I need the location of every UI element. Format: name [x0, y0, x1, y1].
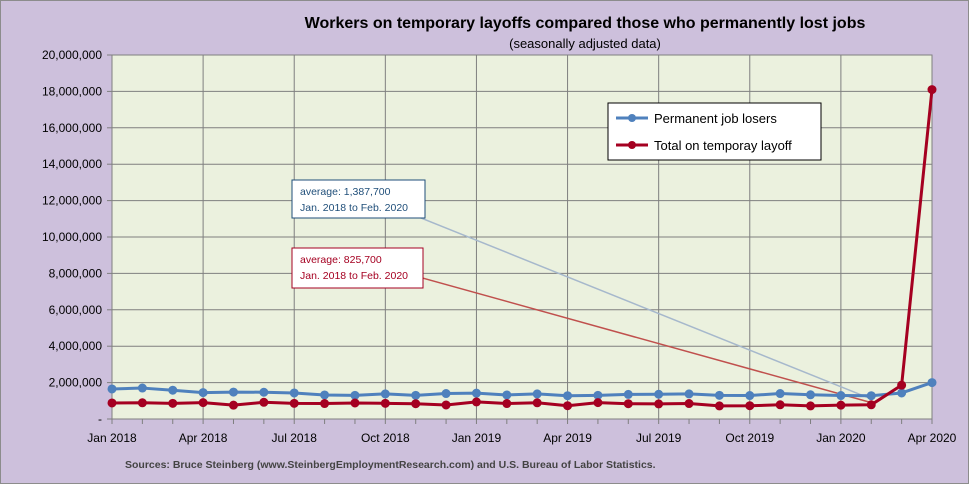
data-point [897, 388, 907, 398]
annotation-arrow [371, 197, 872, 400]
annotation-box [291, 179, 426, 219]
source-note: Sources: Bruce Steinberg (www.SteinbergE… [125, 459, 656, 471]
y-tick-label: 2,000,000 [49, 376, 103, 390]
data-point [441, 389, 451, 399]
x-tick-label: Oct 2019 [725, 431, 774, 445]
chart-subtitle: (seasonally adjusted data) [509, 36, 661, 51]
x-tick-label: Jan 2018 [87, 431, 137, 445]
data-point [198, 398, 208, 408]
data-point [137, 398, 147, 408]
legend-label: Permanent job losers [654, 111, 777, 126]
y-tick-label: - [98, 412, 102, 426]
data-point [593, 398, 603, 408]
data-point [623, 389, 633, 399]
data-point [897, 380, 907, 390]
data-point [198, 388, 208, 398]
annotation-period: Jan. 2018 to Feb. 2020 [300, 270, 408, 282]
data-point [228, 400, 238, 410]
data-point [532, 398, 542, 408]
data-point [289, 398, 299, 408]
x-tick-label: Jul 2019 [636, 431, 682, 445]
legend-label: Total on temporay layoff [654, 138, 792, 153]
data-point [806, 401, 816, 411]
annotation-period: Jan. 2018 to Feb. 2020 [300, 202, 408, 214]
x-tick-label: Apr 2020 [908, 431, 957, 445]
y-tick-label: 20,000,000 [42, 48, 102, 62]
annotation-box [291, 247, 424, 289]
series-line-temporary [111, 89, 934, 408]
y-tick-label: 8,000,000 [49, 266, 103, 280]
y-tick-label: 18,000,000 [42, 84, 102, 98]
data-point [502, 390, 512, 400]
data-point [866, 391, 876, 401]
data-point [836, 400, 846, 410]
y-tick-label: 16,000,000 [42, 121, 102, 135]
y-tick-label: 14,000,000 [42, 157, 102, 171]
data-point [654, 399, 664, 409]
data-point [775, 389, 785, 399]
x-tick-label: Jan 2019 [452, 431, 502, 445]
legend-swatch-marker [628, 114, 636, 122]
data-point [259, 397, 269, 407]
data-point [684, 389, 694, 399]
annotation-average: average: 825,700 [300, 254, 382, 266]
data-point [745, 391, 755, 401]
data-point [714, 390, 724, 400]
data-point [927, 85, 937, 95]
x-tick-label: Apr 2019 [543, 431, 592, 445]
y-tick-label: 6,000,000 [49, 303, 103, 317]
data-point [137, 383, 147, 393]
y-tick-label: 4,000,000 [49, 339, 103, 353]
annotation-average: average: 1,387,700 [300, 186, 391, 198]
x-tick-label: Oct 2018 [361, 431, 410, 445]
data-point [927, 378, 937, 388]
data-point [866, 400, 876, 410]
data-point [654, 389, 664, 399]
x-tick-label: Jan 2020 [816, 431, 866, 445]
data-point [684, 399, 694, 409]
data-point [532, 389, 542, 399]
data-point [350, 398, 360, 408]
data-point [411, 399, 421, 409]
series-line-permanent [111, 381, 933, 398]
data-point [259, 387, 269, 397]
data-point [107, 384, 117, 394]
data-point [563, 391, 573, 401]
data-point [168, 398, 178, 408]
chart-title: Workers on temporary layoffs compared th… [305, 15, 866, 32]
data-point [168, 385, 178, 395]
data-point [380, 398, 390, 408]
data-point [471, 397, 481, 407]
y-tick-label: 10,000,000 [42, 230, 102, 244]
x-tick-label: Jul 2018 [272, 431, 318, 445]
data-point [806, 390, 816, 400]
data-point [107, 398, 117, 408]
data-point [350, 390, 360, 400]
data-point [320, 390, 330, 400]
data-point [502, 399, 512, 409]
data-point [745, 401, 755, 411]
data-point [471, 388, 481, 398]
legend-swatch-marker [628, 141, 636, 149]
data-point [289, 388, 299, 398]
data-point [411, 390, 421, 400]
annotation-arrow [371, 261, 872, 404]
data-point [320, 399, 330, 409]
x-tick-label: Apr 2018 [179, 431, 228, 445]
data-point [228, 387, 238, 397]
data-point [441, 400, 451, 410]
plot-area: - 2,000,000 4,000,000 6,000,000 8,000,000 10,… [42, 48, 957, 445]
data-point [563, 401, 573, 411]
legend-box [607, 102, 822, 161]
data-point [836, 391, 846, 401]
data-point [714, 401, 724, 411]
data-point [623, 399, 633, 409]
y-tick-label: 12,000,000 [42, 194, 102, 208]
data-point [775, 400, 785, 410]
data-point [380, 389, 390, 399]
